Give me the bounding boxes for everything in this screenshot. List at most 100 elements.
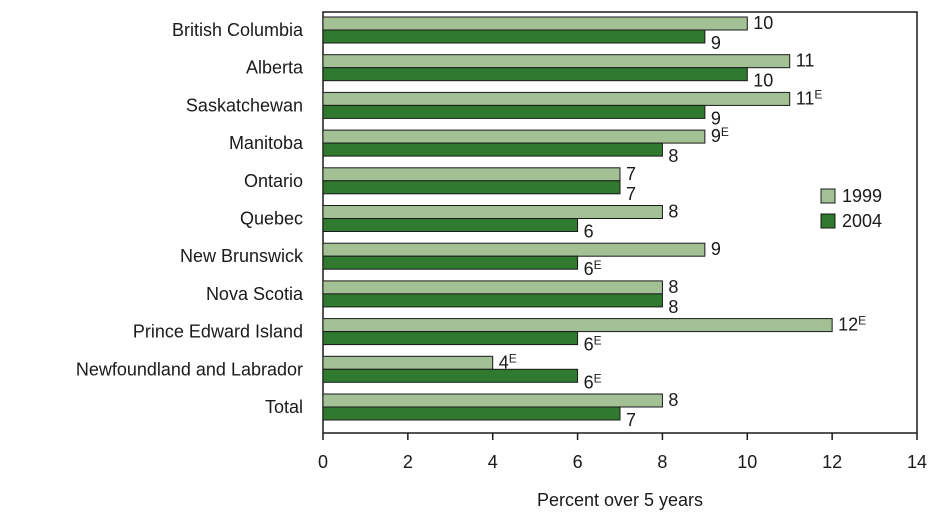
category-label: Nova Scotia	[206, 284, 304, 304]
data-label: 8	[668, 146, 678, 166]
bar-2004	[322, 293, 663, 308]
category-label: Prince Edward Island	[133, 322, 303, 342]
data-label: 9	[711, 33, 721, 53]
data-label-value: 8	[668, 297, 678, 317]
data-label: 9E	[711, 125, 729, 146]
category-label: Alberta	[246, 58, 304, 78]
data-label: 11	[796, 51, 815, 71]
legend: 1999 2004	[820, 186, 882, 231]
bar-1999	[322, 393, 663, 408]
data-label-value: 12	[838, 315, 858, 335]
data-label-value: 4	[499, 352, 509, 372]
data-label-value: 7	[626, 410, 636, 430]
data-label: 6	[584, 222, 594, 242]
bar-1999	[322, 205, 663, 219]
category-label: British Columbia	[172, 20, 304, 40]
data-label-value: 7	[626, 184, 636, 204]
bar-1999	[322, 167, 621, 182]
data-label: 4E	[499, 351, 517, 372]
x-axis-title: Percent over 5 years	[537, 490, 703, 510]
x-tick-label: 4	[488, 452, 498, 472]
data-label-flag: E	[594, 258, 602, 272]
data-label: 11E	[796, 87, 823, 108]
data-label: 8	[668, 390, 678, 410]
data-label-value: 6	[584, 335, 594, 355]
bar-2004	[322, 104, 706, 119]
bar-2004	[322, 218, 579, 232]
data-label: 8	[668, 277, 678, 297]
data-label-value: 10	[753, 13, 773, 33]
data-label: 6E	[584, 371, 602, 392]
data-label: 9	[711, 108, 721, 128]
bars	[322, 16, 833, 421]
data-label-value: 6	[584, 259, 594, 279]
data-label-value: 10	[753, 71, 773, 91]
bar-2004	[322, 331, 579, 346]
data-label-value: 9	[711, 33, 721, 53]
data-label-value: 8	[668, 146, 678, 166]
legend-swatch-2004	[820, 213, 836, 229]
data-label-flag: E	[509, 351, 517, 365]
data-label-value: 9	[711, 108, 721, 128]
category-label: Newfoundland and Labrador	[76, 359, 303, 379]
data-label-value: 9	[711, 239, 721, 259]
data-label: 6E	[584, 258, 602, 279]
data-label: 12E	[838, 314, 866, 335]
data-label: 7	[626, 184, 636, 204]
data-label: 6E	[584, 334, 602, 355]
category-label: Quebec	[240, 209, 303, 229]
data-label-value: 7	[626, 164, 636, 184]
x-tick-label: 8	[657, 452, 667, 472]
data-label: 8	[668, 297, 678, 317]
data-label-value: 9	[711, 126, 721, 146]
category-label: Manitoba	[229, 133, 304, 153]
data-label: 10	[753, 71, 773, 91]
data-label-flag: E	[594, 334, 602, 348]
bar-1999	[322, 355, 494, 370]
legend-swatch-1999	[820, 188, 836, 204]
data-label-value: 8	[668, 277, 678, 297]
x-tick-label: 6	[573, 452, 583, 472]
data-label-flag: E	[858, 314, 866, 328]
data-label-value: 6	[584, 222, 594, 242]
bar-2004	[322, 180, 621, 195]
bar-2004	[322, 406, 621, 421]
data-label: 8	[668, 202, 678, 222]
bar-1999	[322, 242, 706, 257]
data-label-value: 11	[796, 51, 815, 71]
bar-2004	[322, 142, 663, 157]
category-labels: British Columbia Alberta Saskatchewan Manit…	[76, 20, 304, 417]
x-tick-label: 14	[907, 452, 927, 472]
x-axis-ticks: 0 2 4 6 8 10 12 14	[318, 433, 927, 472]
bar-2004	[322, 368, 579, 383]
bar-1999	[322, 54, 791, 69]
data-label: 7	[626, 410, 636, 430]
legend-label: 1999	[842, 186, 882, 206]
data-label-flag: E	[814, 87, 822, 101]
bar-2004	[322, 29, 706, 44]
bar-1999	[322, 129, 706, 144]
data-label-value: 8	[668, 390, 678, 410]
data-label: 10	[753, 13, 773, 33]
bar-1999	[322, 318, 833, 333]
bar-1999	[322, 280, 663, 295]
bar-2004	[322, 67, 748, 82]
legend-label: 2004	[842, 211, 882, 231]
data-label: 9	[711, 239, 721, 259]
data-label-value: 8	[668, 202, 678, 222]
category-label: Saskatchewan	[186, 95, 303, 115]
data-label-value: 6	[584, 372, 594, 392]
bar-1999	[322, 16, 748, 31]
data-label-value: 11	[796, 88, 815, 108]
bar-2004	[322, 255, 579, 270]
x-tick-label: 12	[822, 452, 842, 472]
x-tick-label: 10	[737, 452, 757, 472]
category-label: Ontario	[244, 171, 303, 191]
x-tick-label: 2	[403, 452, 413, 472]
bar-1999	[322, 91, 791, 106]
data-label-flag: E	[594, 371, 602, 385]
x-tick-label: 0	[318, 452, 328, 472]
category-label: New Brunswick	[180, 246, 304, 266]
